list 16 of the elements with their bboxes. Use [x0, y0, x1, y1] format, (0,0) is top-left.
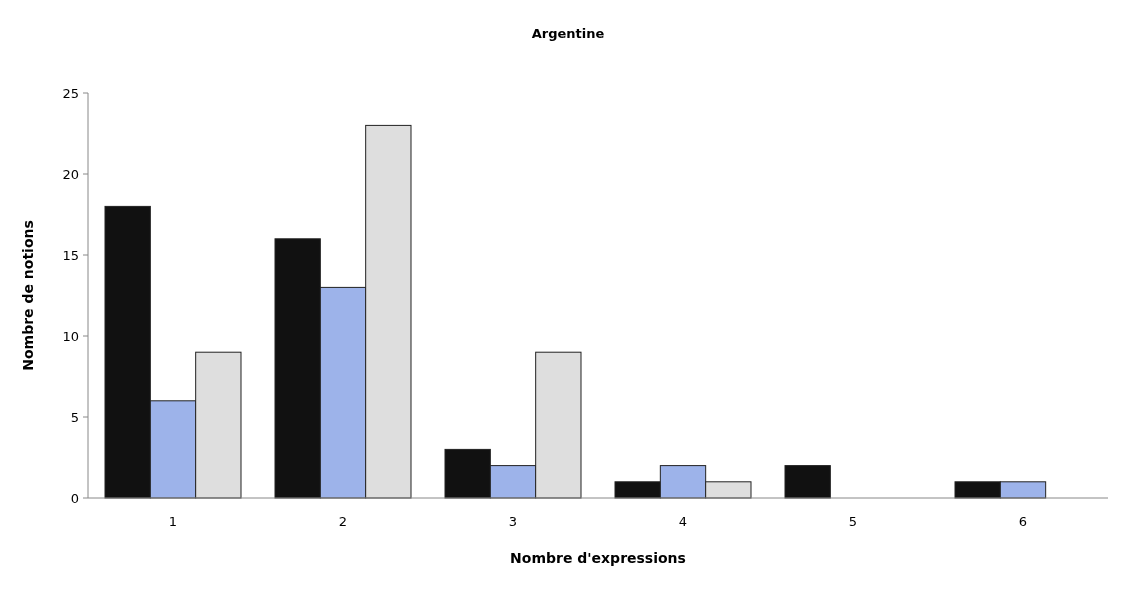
x-tick-label: 2: [338, 514, 348, 529]
y-tick-label: 15: [62, 247, 79, 263]
y-axis-title: Nombre de notions: [20, 220, 36, 371]
x-tick-label: 4: [678, 514, 688, 529]
bar: [784, 465, 831, 499]
chart-title: Argentine: [531, 26, 605, 41]
y-tick-label: 20: [62, 166, 79, 182]
x-tick-label: 6: [1018, 514, 1028, 529]
x-tick-label: 1: [168, 514, 178, 529]
y-tick-label: 10: [62, 328, 79, 344]
x-tick-label: 5: [848, 514, 858, 529]
x-tick-label: 3: [508, 514, 518, 529]
x-axis-title: Nombre d'expressions: [510, 550, 686, 566]
y-tick-label: 25: [62, 85, 79, 101]
y-tick-label: 5: [70, 409, 79, 425]
y-tick-label: 0: [70, 490, 79, 506]
